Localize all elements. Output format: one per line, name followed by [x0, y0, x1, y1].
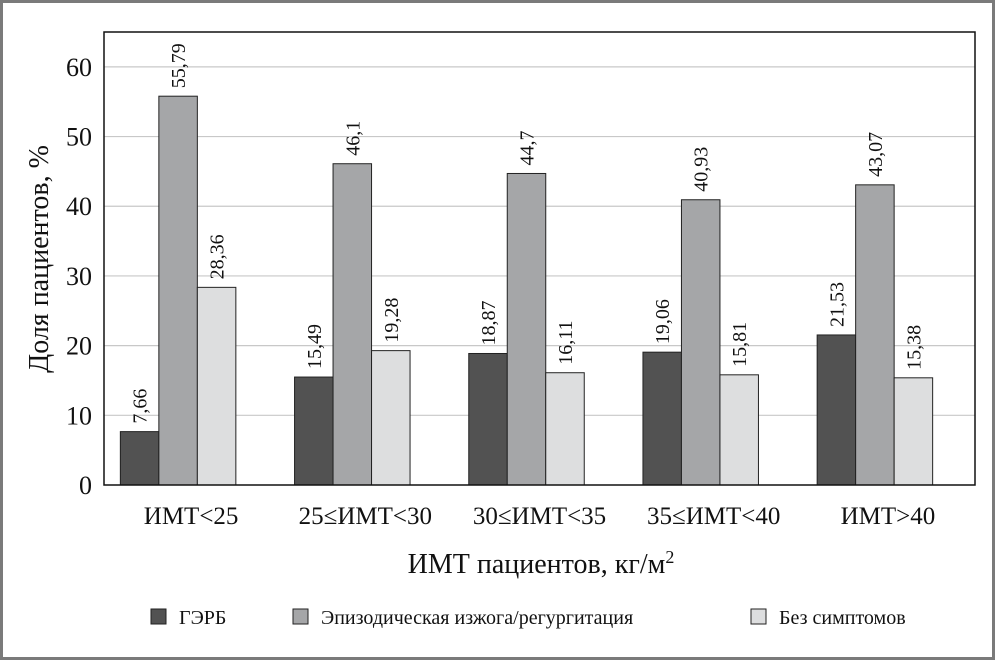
x-category-label: 30≤ИМТ<35	[473, 503, 606, 530]
bar	[816, 334, 857, 486]
bar	[855, 184, 895, 486]
y-tick-label: 60	[66, 53, 92, 82]
data-label: 44,7	[517, 130, 539, 165]
legend-swatch	[150, 608, 167, 625]
x-axis-title-text: ИМТ пациентов, кг/м	[408, 549, 666, 580]
bar	[719, 374, 759, 486]
y-tick-label: 0	[79, 471, 92, 500]
data-label: 19,06	[652, 299, 674, 344]
bar	[196, 286, 237, 486]
data-label: 43,07	[865, 132, 887, 177]
y-tick-label: 20	[66, 332, 92, 361]
x-category-label: ИМТ<25	[144, 503, 239, 530]
x-category-labels: ИМТ<25 25≤ИМТ<30 30≤ИМТ<35 35≤ИМТ<40 ИМТ>40	[144, 503, 935, 530]
bar	[506, 172, 547, 486]
legend-label: Без симптомов	[779, 607, 906, 629]
data-label: 15,49	[304, 324, 326, 369]
x-category-label: 25≤ИМТ<30	[299, 503, 432, 530]
data-label: 19,28	[381, 298, 403, 343]
x-category-label: 35≤ИМТ<40	[647, 503, 780, 530]
data-label: 55,79	[168, 43, 190, 88]
data-label: 21,53	[826, 282, 848, 327]
data-label: 18,87	[478, 300, 500, 345]
y-tick-labels: 0 10 20 30 40 50 60	[66, 53, 92, 500]
bar	[893, 377, 934, 486]
bar	[642, 351, 682, 486]
bar	[294, 376, 334, 486]
bar	[545, 372, 585, 486]
legend-label: ГЭРБ	[179, 607, 226, 629]
plot-area-border	[103, 31, 976, 486]
y-axis-title: Доля пациентов, %	[24, 145, 55, 373]
legend-swatch	[292, 608, 309, 625]
data-label: 15,81	[729, 322, 751, 367]
data-label: 28,36	[207, 234, 229, 279]
bar	[158, 95, 198, 486]
bar	[119, 431, 160, 486]
x-axis-title-superscript: 2	[665, 547, 674, 567]
data-label: 7,66	[130, 389, 152, 424]
bar	[680, 199, 721, 486]
data-labels: 7,66 55,79 28,36 15,49 46,1 19,28 18,87 44,7 16,…	[130, 43, 926, 423]
bar-chart: 0 10 20 30 40 50 60 ИМТ<25 25≤ИМТ<30 30≤ИМТ<35 35…	[24, 31, 976, 629]
x-axis-title: ИМТ пациентов, кг/м2	[408, 547, 675, 580]
y-tick-label: 50	[66, 123, 92, 152]
bar	[332, 163, 373, 486]
data-label: 46,1	[342, 121, 364, 156]
data-label: 16,11	[555, 320, 577, 364]
x-category-label: ИМТ>40	[841, 503, 936, 530]
data-label: 40,93	[691, 147, 713, 192]
y-tick-label: 10	[66, 401, 92, 430]
y-tick-label: 40	[66, 192, 92, 221]
y-tick-label: 30	[66, 262, 92, 291]
legend-label: Эпизодическая изжога/регургитация	[321, 607, 633, 629]
legend: ГЭРБ Эпизодическая изжога/регургитация Без…	[150, 607, 906, 629]
bar	[371, 350, 411, 486]
legend-swatch	[750, 608, 767, 625]
bar	[468, 352, 508, 486]
data-label: 15,38	[903, 325, 925, 370]
bars	[119, 95, 934, 486]
